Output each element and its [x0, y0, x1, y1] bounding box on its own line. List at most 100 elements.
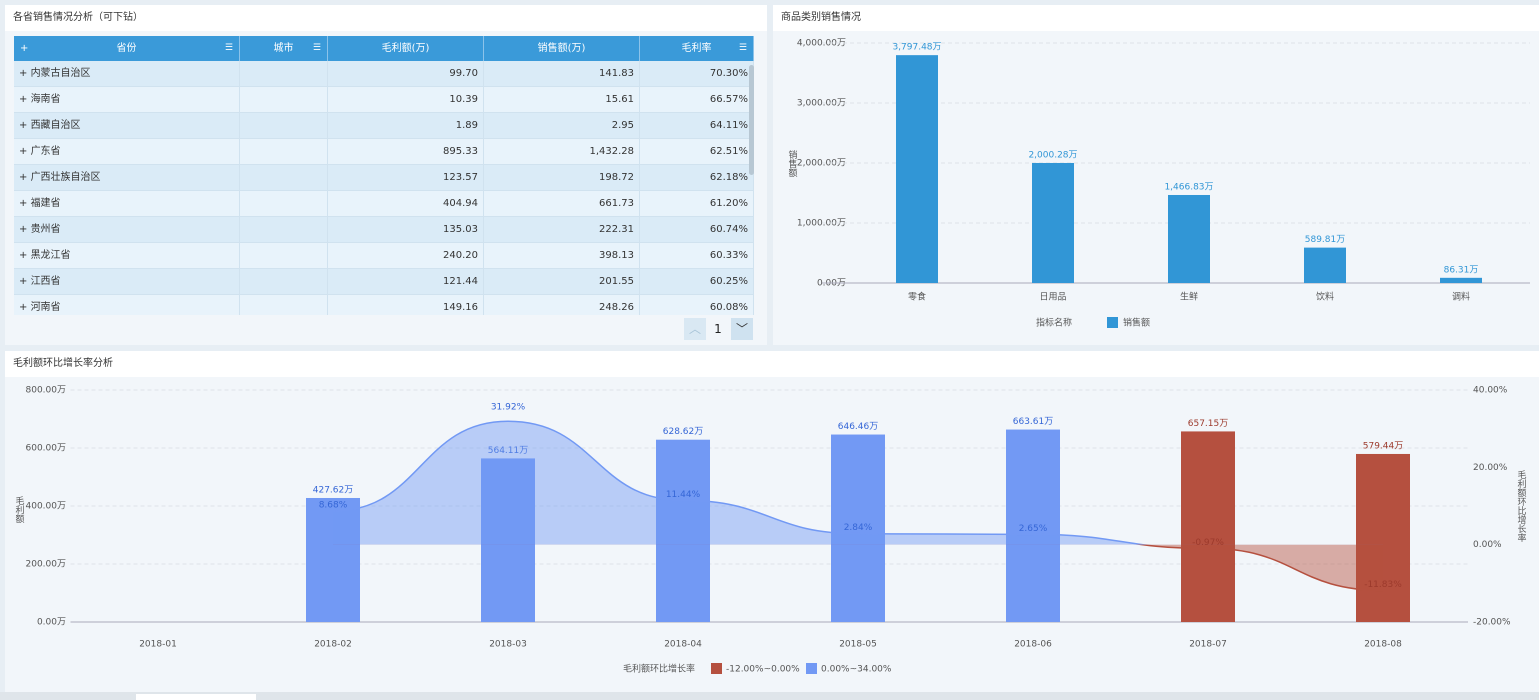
- line-positive: [332, 420, 1149, 545]
- number-cell: 61.20%: [640, 191, 754, 216]
- y-tick-label: 200.00万: [26, 560, 67, 570]
- expand-icon[interactable]: +: [20, 43, 29, 54]
- data-label: 663.61万: [1013, 417, 1054, 427]
- number-cell: 60.74%: [640, 217, 754, 242]
- y-axis-label: 销售额: [787, 149, 798, 178]
- x-tick-label: 饮料: [1316, 291, 1334, 303]
- data-label: 2.65%: [1019, 524, 1048, 534]
- y-tick-label: 3,000.00万: [797, 99, 846, 109]
- expand-icon[interactable]: +: [19, 94, 31, 105]
- data-label: -11.83%: [1364, 580, 1402, 590]
- tab[interactable]: [136, 694, 256, 700]
- number-cell: 149.16: [328, 295, 484, 315]
- number-cell: 15.61: [484, 87, 640, 112]
- province: 海南省: [30, 94, 61, 105]
- y-tick-label: 4,000.00万: [797, 39, 846, 49]
- number-cell: 60.25%: [640, 269, 754, 294]
- city-cell: [240, 295, 328, 315]
- legend-label: -12.00%~0.00%: [726, 665, 800, 675]
- expand-icon[interactable]: +: [19, 146, 31, 157]
- table-row[interactable]: + 海南省 10.39 15.61 66.57%: [14, 87, 754, 113]
- y-tick-label: 0.00万: [37, 618, 66, 628]
- province-cell: + 黑龙江省: [14, 243, 240, 268]
- x-tick-label: 2018-05: [839, 640, 877, 650]
- expand-icon[interactable]: +: [19, 198, 31, 209]
- column-header[interactable]: 销售额(万): [484, 36, 640, 61]
- number-cell: 895.33: [328, 139, 484, 164]
- city-cell: [240, 243, 328, 268]
- number-cell: 10.39: [328, 87, 484, 112]
- data-label: 646.46万: [838, 422, 879, 432]
- table-row[interactable]: + 贵州省 135.03 222.31 60.74%: [14, 217, 754, 243]
- number-cell: 135.03: [328, 217, 484, 242]
- table-row[interactable]: + 福建省 404.94 661.73 61.20%: [14, 191, 754, 217]
- expand-icon[interactable]: +: [19, 276, 31, 287]
- next-page[interactable]: ﹀: [731, 318, 753, 340]
- table-row[interactable]: + 河南省 149.16 248.26 60.08%: [14, 295, 754, 315]
- bar: [896, 55, 938, 283]
- data-label: 564.11万: [488, 446, 529, 456]
- province: 江西省: [30, 276, 61, 287]
- data-label: 31.92%: [491, 403, 526, 413]
- y2-tick-label: 40.00%: [1473, 386, 1508, 396]
- column-header[interactable]: 毛利额(万): [328, 36, 484, 61]
- data-label: 657.15万: [1188, 419, 1229, 429]
- y2-axis-label: 毛利额环比增长率: [1516, 469, 1527, 543]
- province: 内蒙古自治区: [30, 68, 91, 79]
- data-label: 11.44%: [666, 490, 701, 500]
- table-row[interactable]: + 西藏自治区 1.89 2.95 64.11%: [14, 113, 754, 139]
- number-cell: 123.57: [328, 165, 484, 190]
- data-label: 1,466.83万: [1164, 182, 1213, 192]
- province-cell: + 江西省: [14, 269, 240, 294]
- province: 广东省: [30, 146, 61, 157]
- column-header[interactable]: 毛利率 ☰: [640, 36, 754, 61]
- data-label: 579.44万: [1363, 441, 1404, 451]
- prev-page[interactable]: ︿: [684, 318, 706, 340]
- city-cell: [240, 61, 328, 86]
- city-cell: [240, 139, 328, 164]
- sort-icon[interactable]: ☰: [224, 43, 233, 53]
- number-cell: 248.26: [484, 295, 640, 315]
- province: 贵州省: [30, 224, 61, 235]
- expand-icon[interactable]: +: [19, 224, 31, 235]
- expand-icon[interactable]: +: [19, 250, 31, 261]
- province: 福建省: [30, 198, 61, 209]
- number-cell: 141.83: [484, 61, 640, 86]
- table-row[interactable]: + 广东省 895.33 1,432.28 62.51%: [14, 139, 754, 165]
- number-cell: 222.31: [484, 217, 640, 242]
- table-row[interactable]: + 广西壮族自治区 123.57 198.72 62.18%: [14, 165, 754, 191]
- city-cell: [240, 217, 328, 242]
- area-positive: [333, 421, 1143, 545]
- x-tick-label: 2018-04: [664, 640, 702, 650]
- expand-icon[interactable]: +: [19, 120, 31, 131]
- sort-icon[interactable]: ☰: [738, 43, 747, 53]
- number-cell: 398.13: [484, 243, 640, 268]
- x-tick-label: 2018-01: [139, 640, 177, 650]
- y-tick-label: 600.00万: [26, 444, 67, 454]
- number-cell: 1,432.28: [484, 139, 640, 164]
- page-number: 1: [714, 322, 722, 336]
- table-row[interactable]: + 内蒙古自治区 99.70 141.83 70.30%: [14, 61, 754, 87]
- data-label: 589.81万: [1305, 235, 1346, 245]
- scrollbar[interactable]: [749, 65, 754, 175]
- x-tick-label: 零食: [908, 291, 926, 303]
- column-header[interactable]: 省份 + ☰: [14, 36, 240, 61]
- x-tick-label: 生鲜: [1180, 291, 1198, 303]
- city-cell: [240, 113, 328, 138]
- table-row[interactable]: + 江西省 121.44 201.55 60.25%: [14, 269, 754, 295]
- y-tick-label: 800.00万: [26, 386, 67, 396]
- legend-swatch: [806, 663, 817, 674]
- number-cell: 201.55: [484, 269, 640, 294]
- expand-icon[interactable]: +: [19, 172, 31, 183]
- column-header[interactable]: 城市 ☰: [240, 36, 328, 61]
- table-row[interactable]: + 黑龙江省 240.20 398.13 60.33%: [14, 243, 754, 269]
- province-cell: + 贵州省: [14, 217, 240, 242]
- y-tick-label: 1,000.00万: [797, 219, 846, 229]
- bar: [1032, 162, 1074, 283]
- province-cell: + 河南省: [14, 295, 240, 315]
- sort-icon[interactable]: ☰: [312, 43, 321, 53]
- expand-icon[interactable]: +: [19, 68, 31, 79]
- number-cell: 240.20: [328, 243, 484, 268]
- expand-icon[interactable]: +: [19, 302, 31, 313]
